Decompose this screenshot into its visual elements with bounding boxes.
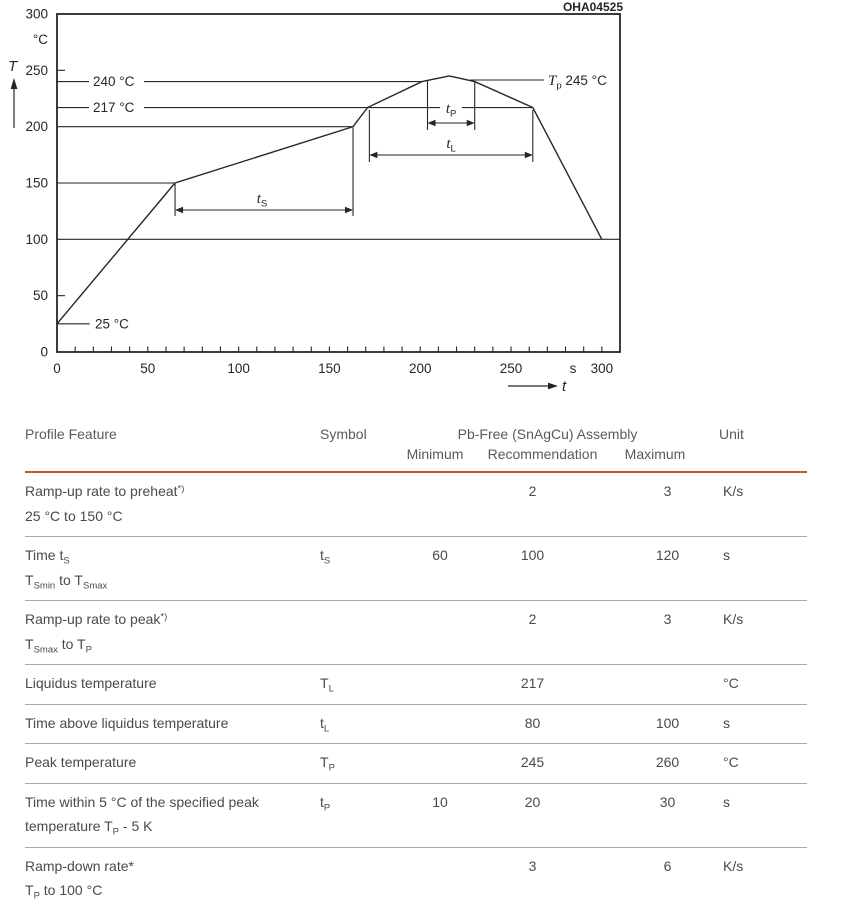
svg-text:25 °C: 25 °C [95, 316, 129, 331]
svg-text:250: 250 [500, 361, 523, 376]
cell-minimum [390, 479, 480, 528]
cell-unit: K/s [723, 611, 744, 627]
svg-text:OHA04525: OHA04525 [563, 0, 623, 14]
cell-unit: s [723, 547, 730, 563]
cell-feature: Time tS TSmin to TSmax [25, 547, 108, 591]
col-header-minimum: Minimum [406, 446, 464, 462]
cell-feature: Time above liquidus temperature [25, 714, 229, 731]
svg-text:°C: °C [33, 32, 48, 47]
table-row: Ramp-down rate* TP to 100 °C 3 6 K/s [25, 848, 807, 907]
table-row: Liquidus temperature TL 217 °C [25, 665, 807, 705]
cell-maximum: 260 [655, 754, 680, 770]
svg-text:Tp 245 °C: Tp 245 °C [548, 73, 607, 92]
cell-maximum: 6 [663, 857, 672, 874]
col-header-assembly-group: Pb-Free (SnAgCu) Assembly [457, 426, 638, 442]
cell-unit: s [723, 793, 730, 810]
cell-minimum [390, 671, 480, 696]
cell-recommendation: 217 [520, 675, 545, 691]
cell-minimum: 60 [432, 547, 448, 563]
svg-text:300: 300 [591, 361, 614, 376]
cell-maximum: 30 [659, 793, 676, 810]
cell-recommendation: 245 [520, 754, 545, 770]
svg-text:200: 200 [409, 361, 432, 376]
svg-text:tL: tL [446, 136, 455, 155]
reflow-profile-chart: 240 °C 217 °C 25 °C tS tL tP Tp 245 °C 0 50 100 15… [8, 0, 623, 395]
svg-text:100: 100 [227, 361, 250, 376]
svg-text:100: 100 [25, 232, 48, 247]
svg-text:s: s [570, 361, 577, 376]
table-row: Time above liquidus temperature tL 80 100 s [25, 705, 807, 744]
cell-symbol: tL [320, 714, 330, 734]
table-row: Peak temperature TP 245 260 °C [25, 744, 807, 784]
cell-unit: K/s [723, 857, 744, 874]
cell-feature: Ramp-down rate* TP to 100 °C [25, 857, 134, 902]
cell-minimum [390, 854, 480, 903]
cell-symbol: TL [320, 675, 334, 695]
svg-text:250: 250 [25, 63, 48, 78]
cell-minimum: 10 [432, 793, 448, 810]
svg-text:217 °C: 217 °C [93, 100, 135, 115]
cell-maximum [605, 671, 705, 696]
svg-text:300: 300 [25, 7, 48, 22]
cell-symbol [320, 607, 390, 656]
table-row: Time within 5 °C of the specified peak te… [25, 784, 807, 848]
cell-maximum: 120 [655, 547, 680, 563]
svg-text:200: 200 [25, 119, 48, 134]
cell-symbol [320, 854, 390, 903]
cell-minimum [390, 607, 480, 656]
cell-feature: Time within 5 °C of the specified peak te… [25, 793, 259, 838]
svg-text:T: T [8, 58, 19, 75]
table-row: Ramp-up rate to peak*) TSmax to TP 2 3 K/s [25, 601, 807, 665]
reflow-profile-chart-wrap: 240 °C 217 °C 25 °C tS tL tP Tp 245 °C 0 50 100 15… [0, 0, 660, 405]
col-header-profile-feature: Profile Feature [25, 426, 117, 442]
cell-maximum: 100 [655, 714, 680, 731]
cell-symbol: tS [320, 547, 331, 567]
cell-unit: °C [723, 675, 739, 691]
temperature-profile-line [56, 75, 603, 325]
cell-minimum [390, 750, 480, 775]
cell-unit: K/s [723, 483, 744, 499]
col-header-recommendation: Recommendation [487, 446, 598, 462]
table-header: Profile Feature Symbol Pb-Free (SnAgCu) … [25, 420, 807, 473]
cell-recommendation: 2 [528, 483, 537, 499]
svg-text:t: t [562, 378, 567, 395]
svg-text:150: 150 [318, 361, 341, 376]
svg-text:tP: tP [446, 101, 457, 120]
cell-recommendation: 2 [528, 611, 537, 627]
cell-recommendation: 20 [524, 793, 541, 810]
col-header-symbol: Symbol [320, 426, 367, 442]
table-row: Ramp-up rate to preheat*) 25 °C to 150 °C… [25, 473, 807, 537]
cell-minimum [390, 711, 480, 736]
cell-symbol: tP [320, 793, 331, 813]
cell-symbol [320, 479, 390, 528]
cell-maximum: 3 [663, 483, 672, 499]
cell-feature: Ramp-up rate to peak*) TSmax to TP [25, 611, 168, 655]
table-row: Time tS TSmin to TSmax tS 60 100 120 s [25, 537, 807, 601]
col-header-maximum: Maximum [624, 446, 686, 462]
svg-text:50: 50 [140, 361, 155, 376]
cell-unit: °C [723, 754, 739, 770]
svg-text:50: 50 [33, 288, 48, 303]
cell-recommendation: 80 [524, 714, 541, 731]
svg-text:240 °C: 240 °C [93, 74, 135, 89]
cell-unit: s [723, 714, 730, 731]
svg-text:0: 0 [40, 345, 48, 360]
cell-feature: Peak temperature [25, 754, 137, 770]
cell-feature: Liquidus temperature [25, 675, 157, 691]
col-header-unit: Unit [719, 426, 744, 442]
profile-feature-table: Profile Feature Symbol Pb-Free (SnAgCu) … [25, 420, 807, 907]
svg-text:0: 0 [53, 361, 61, 376]
cell-recommendation: 100 [520, 547, 545, 563]
svg-text:150: 150 [25, 176, 48, 191]
table-body: Ramp-up rate to preheat*) 25 °C to 150 °C… [25, 473, 807, 907]
svg-text:tS: tS [257, 191, 268, 210]
cell-symbol: TP [320, 754, 335, 774]
cell-feature: Ramp-up rate to preheat*) 25 °C to 150 °C [25, 483, 185, 524]
cell-recommendation: 3 [528, 857, 537, 874]
cell-maximum: 3 [663, 611, 672, 627]
